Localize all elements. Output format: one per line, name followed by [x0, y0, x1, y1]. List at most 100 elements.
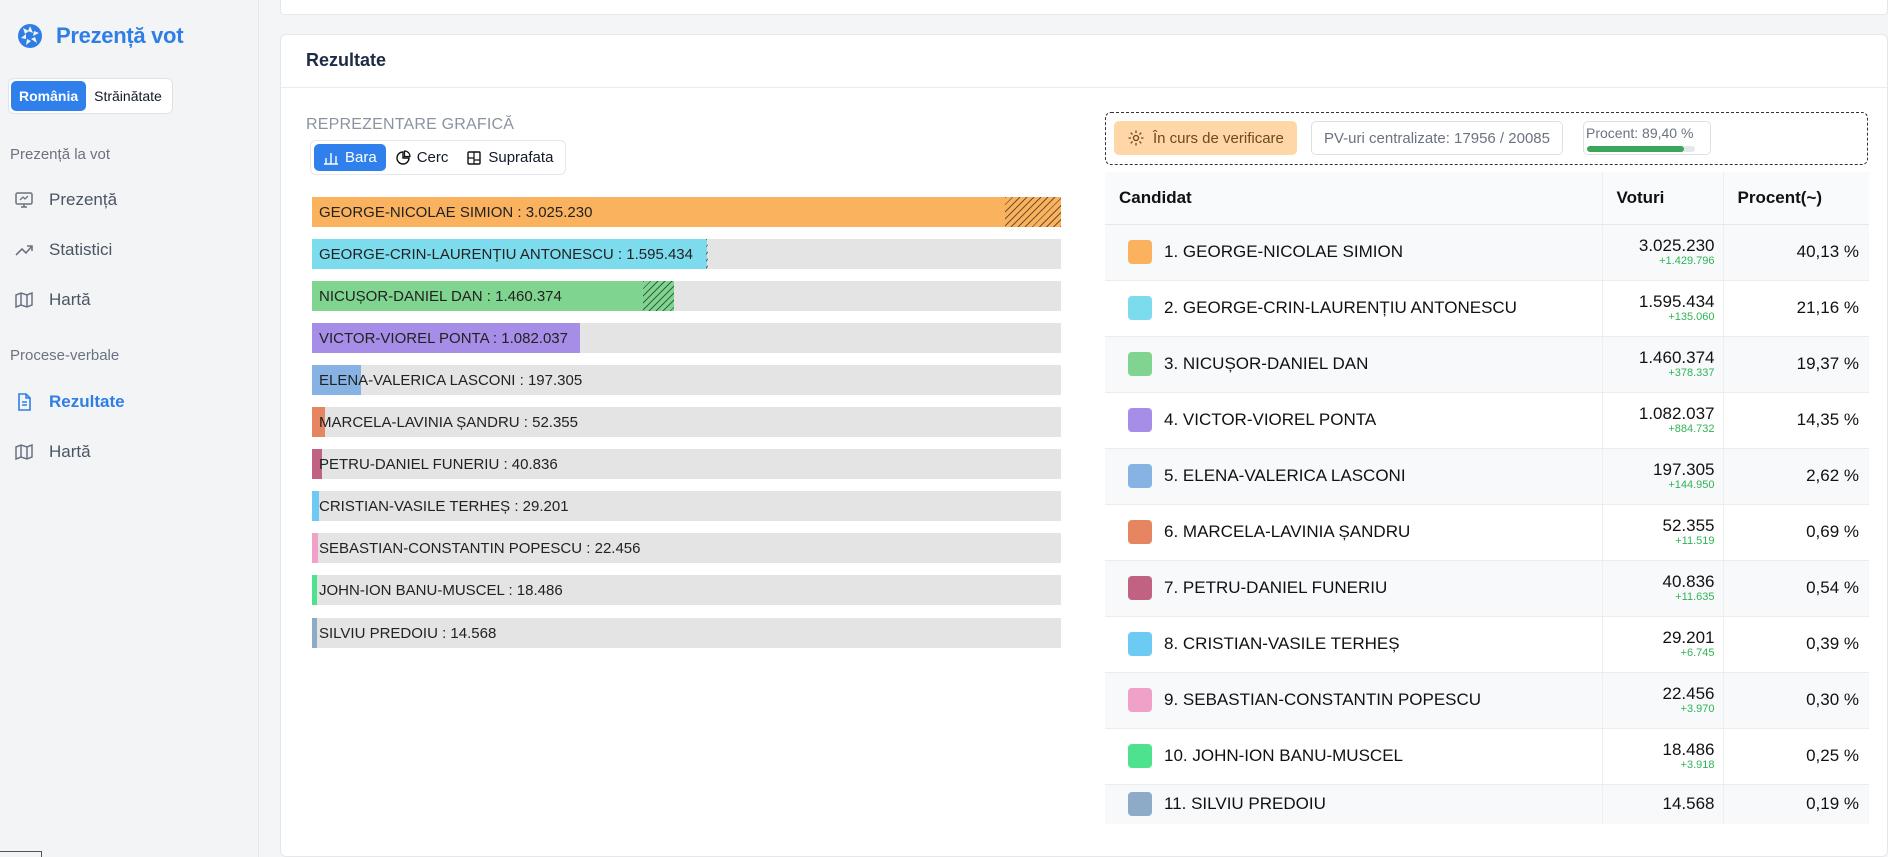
percent-cell: 0,39 % — [1722, 616, 1869, 673]
percent-cell: 0,30 % — [1722, 672, 1869, 729]
table-row[interactable]: 4. VICTOR-VIOREL PONTA 1.082.037 +884.732 1… — [1105, 392, 1869, 449]
table-row[interactable]: 6. MARCELA-LAVINIA ȘANDRU 52.355 +11.519 0,… — [1105, 504, 1869, 561]
votes-cell: 14.568 — [1601, 784, 1723, 824]
candidate-name: 2. GEORGE-CRIN-LAURENȚIU ANTONESCU — [1164, 298, 1517, 317]
tab-romania[interactable]: România — [11, 81, 87, 111]
bar-row[interactable]: MARCELA-LAVINIA ȘANDRU : 52.355 — [312, 407, 1061, 438]
candidate-cell: 8. CRISTIAN-VASILE TERHEȘ — [1105, 616, 1602, 673]
candidate-cell: 6. MARCELA-LAVINIA ȘANDRU — [1105, 504, 1602, 561]
votes-value: 52.355 — [1662, 516, 1715, 535]
header-candidat[interactable]: Candidat — [1105, 172, 1602, 225]
candidate-name: 7. PETRU-DANIEL FUNERIU — [1164, 578, 1388, 597]
votes-delta: +3.970 — [1680, 703, 1715, 715]
color-swatch — [1128, 464, 1152, 488]
bar-label: ELENA-VALERICA LASCONI : 197.305 — [319, 372, 583, 390]
candidate-cell: 5. ELENA-VALERICA LASCONI — [1105, 448, 1602, 505]
table-row[interactable]: 5. ELENA-VALERICA LASCONI 197.305 +144.950… — [1105, 448, 1869, 505]
bar — [312, 449, 323, 480]
sidebar-item-statistici[interactable]: Statistici — [14, 240, 112, 260]
document-icon — [18, 393, 31, 411]
color-swatch — [1128, 632, 1152, 656]
votes-value: 29.201 — [1662, 628, 1715, 647]
brand[interactable]: Prezență vot — [16, 20, 184, 52]
color-swatch — [1128, 352, 1152, 376]
votes-cell: 52.355 +11.519 — [1601, 504, 1723, 561]
verification-status-badge: În curs de verificare — [1114, 121, 1297, 155]
tab-treemap-chart[interactable]: Suprafata — [457, 144, 562, 171]
bar-row[interactable]: SEBASTIAN-CONSTANTIN POPESCU : 22.456 — [312, 533, 1061, 564]
bar-label: CRISTIAN-VASILE TERHEȘ : 29.201 — [319, 498, 569, 516]
candidate-name: 10. JOHN-ION BANU-MUSCEL — [1164, 746, 1403, 765]
progress-fill — [1587, 146, 1684, 152]
map-icon — [15, 443, 33, 461]
bar-row[interactable]: SILVIU PREDOIU : 14.568 — [312, 617, 1061, 648]
corner-mark — [0, 851, 42, 857]
region-tabs: România Străinătate — [8, 78, 173, 114]
tab-bar-chart[interactable]: Bara — [314, 144, 386, 171]
bar-label: MARCELA-LAVINIA ȘANDRU : 52.355 — [319, 414, 578, 432]
percent-cell: 14,35 % — [1722, 392, 1869, 449]
votes-cell: 1.595.434 +135.060 — [1601, 280, 1723, 337]
table-header-row: Candidat Voturi Procent(~) — [1105, 172, 1869, 225]
bar-row[interactable]: NICUȘOR-DANIEL DAN : 1.460.374 — [312, 281, 1061, 312]
votes-delta: +11.519 — [1675, 535, 1715, 547]
results-table: Candidat Voturi Procent(~) 1. GEORGE-NIC… — [1105, 172, 1869, 824]
table-row[interactable]: 9. SEBASTIAN-CONSTANTIN POPESCU 22.456 +3.… — [1105, 672, 1869, 729]
sidebar-item-label: Statistici — [49, 240, 113, 259]
bar-row[interactable]: JOHN-ION BANU-MUSCEL : 18.486 — [312, 575, 1061, 606]
candidate-name: 4. VICTOR-VIOREL PONTA — [1164, 410, 1377, 429]
header-procent[interactable]: Procent(~) — [1722, 172, 1869, 225]
bar-hatch — [642, 281, 674, 312]
bar — [312, 281, 674, 312]
bar-row[interactable]: GEORGE-NICOLAE SIMION : 3.025.230 — [312, 197, 1061, 227]
tab-strainatate[interactable]: Străinătate — [94, 88, 162, 104]
votes-delta: +3.918 — [1680, 759, 1715, 771]
candidate-name: 5. ELENA-VALERICA LASCONI — [1164, 466, 1406, 485]
bar — [312, 533, 318, 564]
card-title: Rezultate — [306, 50, 387, 70]
percent-cell: 19,37 % — [1722, 336, 1869, 393]
percent-progress: Procent: 89,40 % — [1583, 121, 1711, 155]
color-swatch — [1128, 296, 1152, 320]
results-card: Rezultate REPREZENTARE GRAFICĂ Bara Cerc… — [280, 34, 1888, 857]
votes-cell: 197.305 +144.950 — [1601, 448, 1723, 505]
table-row[interactable]: 8. CRISTIAN-VASILE TERHEȘ 29.201 +6.745 0,3… — [1105, 616, 1869, 673]
votes-delta: +135.060 — [1668, 311, 1715, 323]
bar — [312, 323, 580, 354]
bar-label: JOHN-ION BANU-MUSCEL : 18.486 — [319, 582, 563, 600]
bar-row[interactable]: GEORGE-CRIN-LAURENȚIU ANTONESCU : 1.595.… — [312, 239, 1061, 270]
candidate-name: 9. SEBASTIAN-CONSTANTIN POPESCU — [1164, 690, 1482, 709]
votes-value: 22.456 — [1662, 684, 1715, 703]
tab-label: Bara — [345, 149, 377, 166]
bar-row[interactable]: PETRU-DANIEL FUNERIU : 40.836 — [312, 449, 1061, 480]
sidebar-item-harta[interactable]: Hartă — [14, 290, 91, 310]
tab-pie-chart[interactable]: Cerc — [386, 144, 458, 171]
header-voturi[interactable]: Voturi — [1601, 172, 1723, 225]
table-row[interactable]: 11. SILVIU PREDOIU 14.568 0,19 % — [1105, 784, 1869, 824]
votes-cell: 22.456 +3.970 — [1601, 672, 1723, 729]
sidebar-item-rezultate[interactable]: Rezultate — [14, 392, 125, 412]
candidate-name: 6. MARCELA-LAVINIA ȘANDRU — [1164, 522, 1411, 541]
treemap-icon — [467, 150, 482, 165]
bar-row[interactable]: VICTOR-VIOREL PONTA : 1.082.037 — [312, 323, 1061, 354]
votes-delta: +6.745 — [1680, 647, 1715, 659]
table-row[interactable]: 10. JOHN-ION BANU-MUSCEL 18.486 +3.918 0,25… — [1105, 728, 1869, 785]
bar — [312, 407, 325, 438]
table-row[interactable]: 7. PETRU-DANIEL FUNERIU 40.836 +11.635 0,54… — [1105, 560, 1869, 617]
sidebar-item-harta-pv[interactable]: Hartă — [14, 442, 91, 462]
bar-row[interactable]: CRISTIAN-VASILE TERHEȘ : 29.201 — [312, 491, 1061, 522]
table-row[interactable]: 1. GEORGE-NICOLAE SIMION 3.025.230 +1.429.… — [1105, 224, 1869, 281]
table-row[interactable]: 2. GEORGE-CRIN-LAURENȚIU ANTONESCU 1.595.… — [1105, 280, 1869, 337]
tab-label: Suprafata — [488, 149, 554, 166]
bar-label: SEBASTIAN-CONSTANTIN POPESCU : 22.456 — [319, 540, 641, 558]
votes-value: 3.025.230 — [1638, 236, 1715, 255]
percent-cell: 0,69 % — [1722, 504, 1869, 561]
votes-value: 18.486 — [1662, 740, 1715, 759]
votes-cell: 18.486 +3.918 — [1601, 728, 1723, 785]
bar-row[interactable]: ELENA-VALERICA LASCONI : 197.305 — [312, 365, 1061, 396]
votes-cell: 1.460.374 +378.337 — [1601, 336, 1723, 393]
table-row[interactable]: 3. NICUȘOR-DANIEL DAN 1.460.374 +378.337 19… — [1105, 336, 1869, 393]
sidebar-item-label: Hartă — [49, 442, 91, 461]
sidebar-item-prezenta[interactable]: Prezență — [14, 190, 117, 210]
votes-cell: 29.201 +6.745 — [1601, 616, 1723, 673]
